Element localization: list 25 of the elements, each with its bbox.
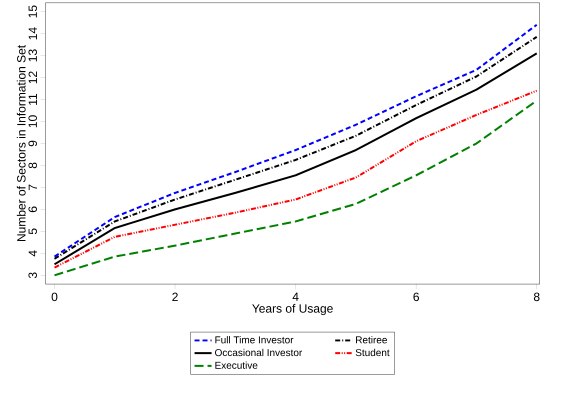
legend-label: Full Time Investor <box>215 336 294 344</box>
x-tick-label: 4 <box>292 292 299 302</box>
y-tick-label: 8 <box>28 162 37 168</box>
legend-label: Student <box>356 348 390 356</box>
y-axis-title: Number of Sectors in Information Set <box>16 45 26 242</box>
y-tick-label: 11 <box>28 94 37 105</box>
legend-label: Occasional Investor <box>215 348 302 356</box>
legend-label: Retiree <box>356 336 387 344</box>
y-tick-label: 3 <box>28 272 37 278</box>
legend-label: Executive <box>215 362 258 370</box>
y-tick-label: 14 <box>28 27 37 40</box>
y-tick-label: 12 <box>28 72 37 84</box>
y-tick-label: 15 <box>28 6 37 18</box>
y-tick-label: 13 <box>28 50 37 62</box>
x-tick-label: 0 <box>52 292 58 302</box>
x-tick-label: 8 <box>534 292 540 302</box>
y-tick-label: 7 <box>28 184 37 190</box>
y-tick-label: 9 <box>28 140 37 146</box>
x-axis-title: Years of Usage <box>252 304 333 316</box>
x-tick-label: 6 <box>413 292 419 302</box>
y-tick-label: 4 <box>28 250 37 257</box>
y-tick-label: 6 <box>28 206 37 212</box>
y-tick-label: 10 <box>28 115 37 128</box>
x-tick-label: 2 <box>172 292 178 302</box>
y-tick-label: 5 <box>28 228 37 234</box>
